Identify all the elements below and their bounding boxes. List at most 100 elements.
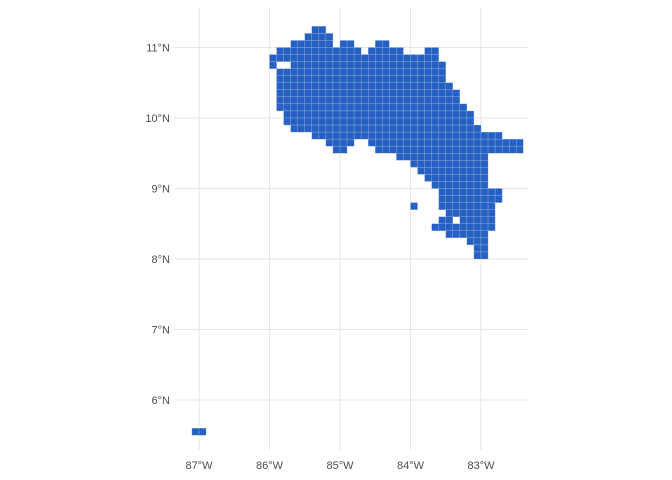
grid-cell — [311, 33, 320, 41]
grid-cell — [403, 153, 411, 161]
grid-cell — [297, 75, 305, 83]
grid-cell — [403, 54, 411, 62]
grid-cell — [459, 223, 468, 231]
grid-cell — [473, 237, 482, 246]
grid-cell — [368, 54, 376, 62]
grid-cell — [431, 146, 439, 154]
grid-cell — [424, 75, 432, 83]
grid-cell — [424, 47, 432, 55]
grid-cell — [473, 174, 482, 182]
grid-cell — [410, 153, 418, 161]
grid-cell — [389, 110, 397, 119]
grid-cell — [389, 89, 397, 98]
grid-cell — [311, 54, 320, 62]
grid-cell — [494, 138, 503, 147]
grid-cell — [325, 96, 334, 105]
grid-cell — [325, 131, 334, 140]
grid-cell — [438, 146, 446, 154]
grid-cell — [332, 54, 341, 62]
grid-cell — [487, 223, 496, 231]
grid-cell — [304, 40, 312, 48]
grid-cell — [417, 124, 425, 133]
grid-cell — [452, 146, 461, 154]
grid-cell — [353, 61, 362, 69]
grid-cell — [459, 216, 468, 224]
grid-cell — [396, 89, 404, 98]
grid-cell — [389, 131, 397, 140]
grid-cell — [304, 33, 312, 41]
grid-cell — [290, 117, 298, 126]
grid-cell — [509, 146, 517, 154]
grid-cell — [410, 124, 418, 133]
grid-cell — [325, 138, 334, 147]
grid-cell — [480, 230, 489, 239]
latitude-label: 11°N — [146, 43, 170, 55]
grid-cell — [410, 75, 418, 83]
grid-cell — [403, 110, 411, 119]
grid-cell — [445, 195, 453, 203]
grid-cell — [382, 110, 390, 119]
grid-cell — [452, 124, 461, 133]
grid-cell — [445, 124, 453, 133]
grid-cell — [445, 223, 453, 231]
grid-cell — [480, 251, 489, 260]
grid-cell — [346, 75, 355, 83]
grid-cell — [403, 96, 411, 105]
grid-cell — [459, 153, 468, 161]
longitude-label: 85°W — [326, 460, 354, 472]
grid-cell — [445, 167, 453, 175]
grid-cell — [438, 202, 446, 210]
grid-cell — [346, 131, 355, 140]
grid-cell — [487, 209, 496, 217]
grid-cell — [360, 75, 369, 83]
grid-cell — [403, 146, 411, 154]
grid-cell — [389, 82, 397, 90]
grid-cell — [375, 131, 383, 140]
grid-cell — [473, 216, 482, 224]
grid-cell — [389, 54, 397, 62]
grid-cell — [410, 68, 418, 76]
grid-cell — [438, 110, 446, 119]
grid-cell — [487, 131, 496, 140]
grid-cell — [445, 188, 453, 196]
grid-cell — [297, 110, 305, 119]
grid-cell — [480, 188, 489, 196]
grid-cell — [417, 103, 425, 112]
grid-cell — [431, 138, 439, 147]
grid-cell — [431, 153, 439, 161]
grid-cell — [410, 54, 418, 62]
grid-cell — [318, 110, 327, 119]
grid-cell — [431, 103, 439, 112]
grid-cell — [396, 124, 404, 133]
grid-cell — [325, 33, 334, 41]
grid-cell — [304, 124, 312, 133]
grid-cell — [360, 96, 369, 105]
grid-cell — [480, 237, 489, 246]
grid-cell — [459, 195, 468, 203]
grid-cell — [445, 181, 453, 189]
grid-cell — [459, 230, 468, 239]
grid-cell — [368, 47, 376, 55]
grid-cell — [311, 47, 320, 55]
grid-cell — [375, 68, 383, 76]
grid-cell — [283, 68, 291, 76]
grid-cell — [339, 61, 348, 69]
grid-cell — [473, 153, 482, 161]
grid-cell — [332, 117, 341, 126]
grid-cell — [297, 124, 305, 133]
grid-cell — [431, 54, 439, 62]
grid-cell — [290, 40, 298, 48]
grid-cell — [332, 146, 341, 154]
grid-cell — [290, 96, 298, 105]
grid-cell — [516, 138, 524, 147]
latitude-label: 9°N — [152, 184, 171, 196]
grid-cell — [325, 54, 334, 62]
grid-cell — [452, 195, 461, 203]
grid-cell — [290, 103, 298, 112]
grid-cell — [318, 61, 327, 69]
grid-cell — [473, 230, 482, 239]
grid-cell — [346, 54, 355, 62]
grid-cell — [290, 54, 298, 62]
grid-cell — [353, 75, 362, 83]
grid-cell — [445, 82, 453, 90]
